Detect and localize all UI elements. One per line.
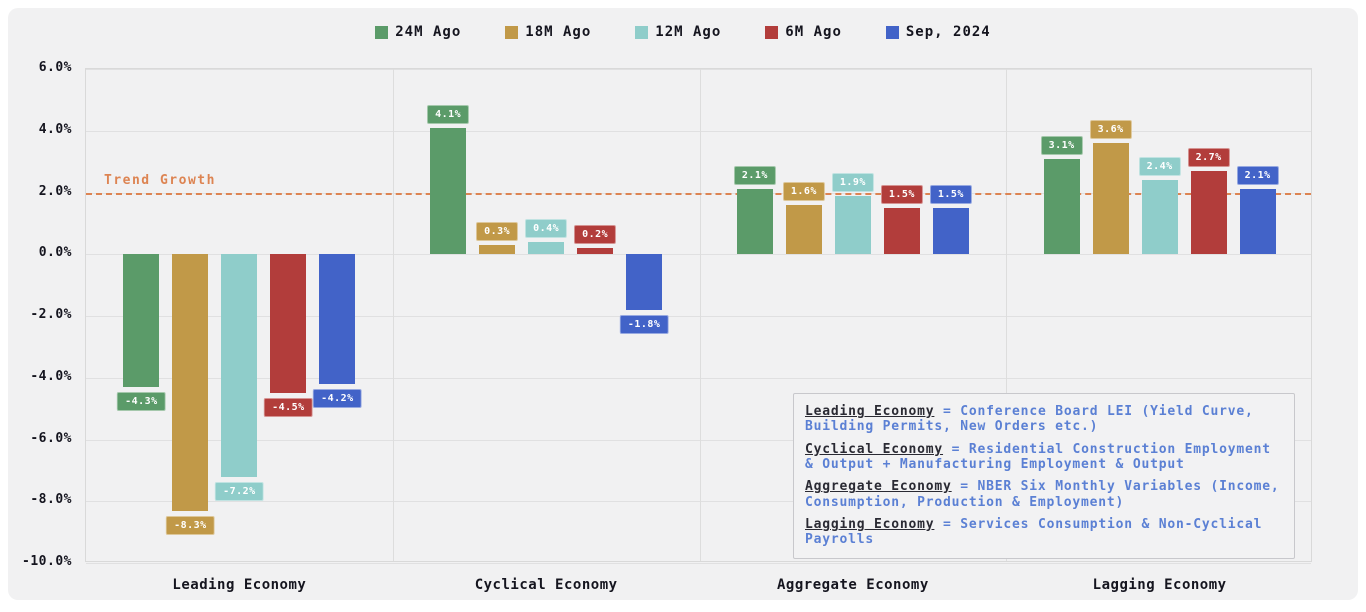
bar-value-label: 1.9% (831, 172, 874, 192)
bar (172, 254, 209, 511)
bar (1239, 189, 1276, 255)
legend-item: 6M Ago (765, 24, 842, 40)
y-tick-label: 2.0% (38, 183, 72, 199)
y-axis-labels: 6.0% 4.0% 2.0% 0.0% -2.0% -4.0% -6.0% -8.0% -10.… (8, 60, 72, 569)
trend-growth-line (86, 192, 1311, 195)
bar (1141, 180, 1178, 255)
legend-swatch-icon (765, 25, 779, 39)
legend-label: 24M Ago (395, 24, 462, 40)
y-tick-label: -10.0% (22, 554, 72, 569)
bar (1190, 170, 1227, 255)
bar-value-label: 3.6% (1089, 120, 1132, 140)
grid-line (86, 254, 1311, 256)
category-label: Leading Economy (172, 577, 307, 593)
bar-value-label: -7.2% (215, 481, 264, 501)
bar-value-label: 3.1% (1040, 135, 1083, 155)
definition-text: = NBER Six Monthly Variables (Income, Co… (805, 479, 1280, 510)
bar-value-label: 4.1% (427, 104, 470, 124)
bar-value-label: 2.1% (1236, 166, 1279, 186)
bar-value-label: 0.2% (574, 225, 617, 245)
bar-value-label: 2.7% (1187, 147, 1230, 167)
bar-value-label: 2.1% (733, 166, 776, 186)
grid-line (86, 130, 1311, 132)
y-tick-label: -2.0% (30, 307, 72, 322)
bar-value-label: 1.5% (929, 184, 972, 204)
panel-separator (392, 69, 394, 561)
grid-line (86, 439, 1311, 441)
definition-leading: Leading Economy = Conference Board LEI (… (805, 404, 1283, 435)
bar (736, 189, 773, 255)
chart-card: 24M Ago 18M Ago 12M Ago 6M Ago Sep, 2024 6.0… (8, 8, 1358, 600)
bar-value-label: -1.8% (619, 314, 669, 334)
bar-value-label: 1.6% (782, 181, 825, 201)
legend-swatch-icon (885, 25, 899, 39)
bar-value-label: 1.5% (880, 184, 923, 204)
category-label: Aggregate Economy (776, 577, 929, 593)
definition-term: Leading Economy (805, 404, 935, 419)
definition-aggregate: Aggregate Economy = NBER Six Monthly Var… (805, 479, 1283, 510)
grid-line (86, 69, 1311, 70)
plot-area: Trend Growth -4.3% -8.3% -7.2% -4.5% -4.2% Lea… (85, 68, 1312, 593)
y-tick-label: 4.0% (38, 121, 72, 137)
y-tick-label: -8.0% (30, 492, 72, 508)
trend-growth-label: Trend Growth (104, 172, 216, 188)
bar (785, 204, 822, 255)
bar (932, 207, 969, 255)
bar-value-label: -4.2% (313, 388, 362, 408)
definition-term: Aggregate Economy (805, 479, 952, 495)
grid-line (86, 377, 1311, 379)
panel-separator (699, 69, 701, 561)
bar-value-label: -8.3% (166, 515, 215, 535)
legend-label: 6M Ago (785, 24, 842, 40)
bar-value-label: -4.5% (264, 398, 313, 418)
chart-legend: 24M Ago 18M Ago 12M Ago 6M Ago Sep, 2024 (8, 24, 1358, 40)
legend-item: Sep, 2024 (885, 24, 991, 40)
definition-text: = Conference Board LEI (Yield Curve, Bui… (805, 404, 1254, 435)
y-tick-label: -6.0% (30, 430, 72, 446)
legend-item: 24M Ago (375, 24, 461, 40)
legend-label: Sep, 2024 (905, 24, 991, 40)
bar-value-label: 0.4% (525, 218, 568, 238)
definition-text: = Residential Construction Employment & … (805, 441, 1271, 472)
legend-item: 18M Ago (505, 24, 591, 40)
y-tick-label: 6.0% (38, 60, 72, 75)
bar-value-label: 0.3% (476, 221, 519, 241)
legend-label: 18M Ago (525, 24, 592, 40)
bar (883, 207, 920, 255)
legend-swatch-icon (375, 25, 389, 39)
legend-swatch-icon (505, 25, 519, 39)
bar (319, 254, 356, 384)
bar (479, 244, 516, 255)
legend-swatch-icon (635, 25, 649, 39)
definition-term: Cyclical Economy (805, 441, 944, 457)
grid-line (86, 501, 1311, 503)
grid-line (86, 316, 1311, 317)
definition-lagging: Lagging Economy = Services Consumption &… (805, 517, 1283, 548)
bar (221, 254, 258, 477)
definition-term: Lagging Economy (805, 516, 935, 532)
definition-text: = Services Consumption & Non-Cyclical Pa… (805, 516, 1263, 548)
bar (1043, 158, 1080, 255)
bar (1092, 143, 1129, 255)
bar (626, 254, 663, 310)
y-tick-label: -4.0% (30, 368, 72, 384)
legend-label: 12M Ago (655, 24, 722, 40)
y-tick-label: 0.0% (38, 245, 72, 261)
panel-separator (1006, 69, 1008, 561)
bar-value-label: -4.3% (117, 392, 166, 411)
bar (123, 254, 160, 387)
bar (834, 195, 871, 255)
category-label: Cyclical Economy (474, 577, 618, 593)
bar (430, 127, 467, 255)
bar (528, 241, 565, 255)
bar (577, 248, 614, 255)
grid-line (86, 563, 1311, 564)
bar-value-label: 2.4% (1138, 157, 1181, 177)
legend-item: 12M Ago (635, 24, 721, 40)
category-label: Lagging Economy (1092, 577, 1227, 593)
bar (270, 254, 307, 394)
definition-cyclical: Cyclical Economy = Residential Construct… (805, 442, 1283, 473)
definitions-box: Leading Economy = Conference Board LEI (… (793, 393, 1295, 559)
